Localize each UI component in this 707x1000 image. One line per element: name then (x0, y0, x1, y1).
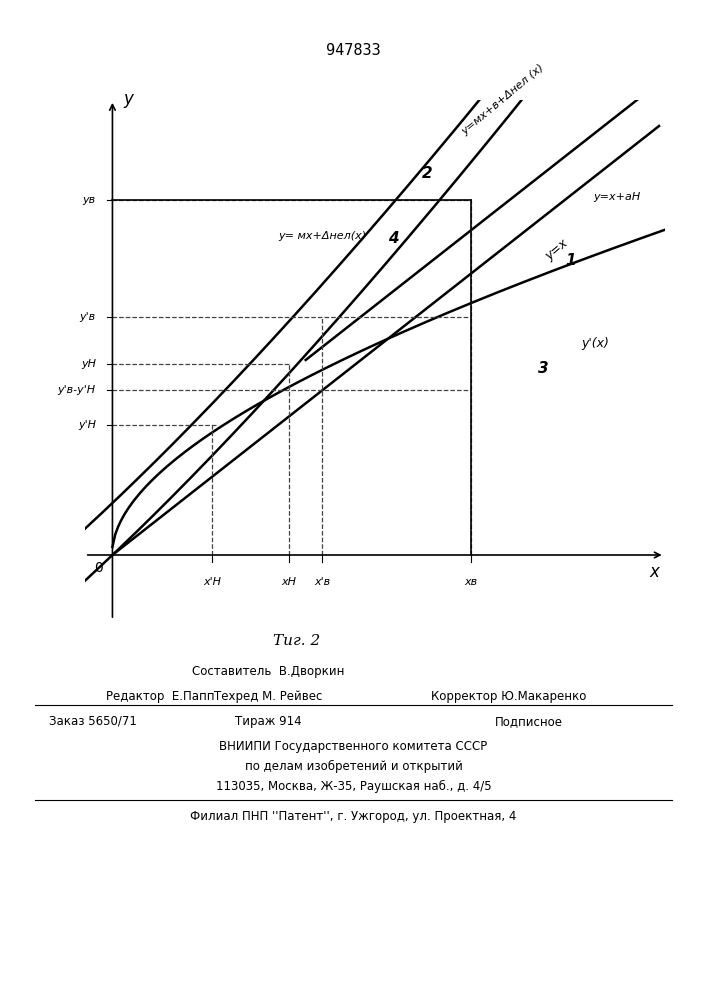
Text: ВНИИПИ Государственного комитета СССР: ВНИИПИ Государственного комитета СССР (219, 740, 488, 753)
Text: xв: xв (464, 577, 478, 587)
Text: y=x+аН: y=x+аН (592, 192, 640, 202)
Text: y'в: y'в (80, 312, 96, 322)
Text: y: y (124, 90, 134, 108)
Text: Τиг. 2: Τиг. 2 (274, 634, 320, 648)
Text: 2: 2 (421, 166, 432, 181)
Text: xН: xН (281, 577, 297, 587)
Text: Техред М. Рейвес: Техред М. Рейвес (214, 690, 323, 703)
Text: Корректор Ю.Макаренко: Корректор Ю.Макаренко (431, 690, 587, 703)
Text: Заказ 5650/71: Заказ 5650/71 (49, 715, 137, 728)
Text: 3: 3 (537, 361, 548, 376)
Text: x: x (649, 563, 659, 581)
Text: Тираж 914: Тираж 914 (235, 715, 302, 728)
Text: 0: 0 (94, 561, 103, 575)
Text: yН: yН (81, 359, 96, 369)
Text: 1: 1 (565, 253, 575, 268)
Text: y'(x): y'(x) (582, 337, 609, 350)
Text: y=x: y=x (543, 237, 571, 263)
Text: x'Н: x'Н (203, 577, 221, 587)
Text: y= мx+Δнел(x): y= мx+Δнел(x) (278, 231, 366, 241)
Text: 947833: 947833 (326, 43, 381, 58)
Text: y'Н: y'Н (78, 420, 96, 430)
Text: x'в: x'в (314, 577, 330, 587)
Text: y'в-y'Н: y'в-y'Н (58, 385, 96, 395)
Text: yв: yв (83, 195, 96, 205)
Text: Составитель  В.Дворкин: Составитель В.Дворкин (192, 665, 345, 678)
Text: 113035, Москва, Ж-35, Раушская наб., д. 4/5: 113035, Москва, Ж-35, Раушская наб., д. … (216, 780, 491, 793)
Text: Редактор  Е.Папп: Редактор Е.Папп (106, 690, 214, 703)
Text: y=мx+в+Δнел (x): y=мx+в+Δнел (x) (460, 62, 547, 137)
Text: Подписное: Подписное (495, 715, 563, 728)
Text: по делам изобретений и открытий: по делам изобретений и открытий (245, 760, 462, 773)
Text: 4: 4 (389, 231, 399, 246)
Text: Филиал ПНП ''Патент'', г. Ужгород, ул. Проектная, 4: Филиал ПНП ''Патент'', г. Ужгород, ул. П… (190, 810, 517, 823)
